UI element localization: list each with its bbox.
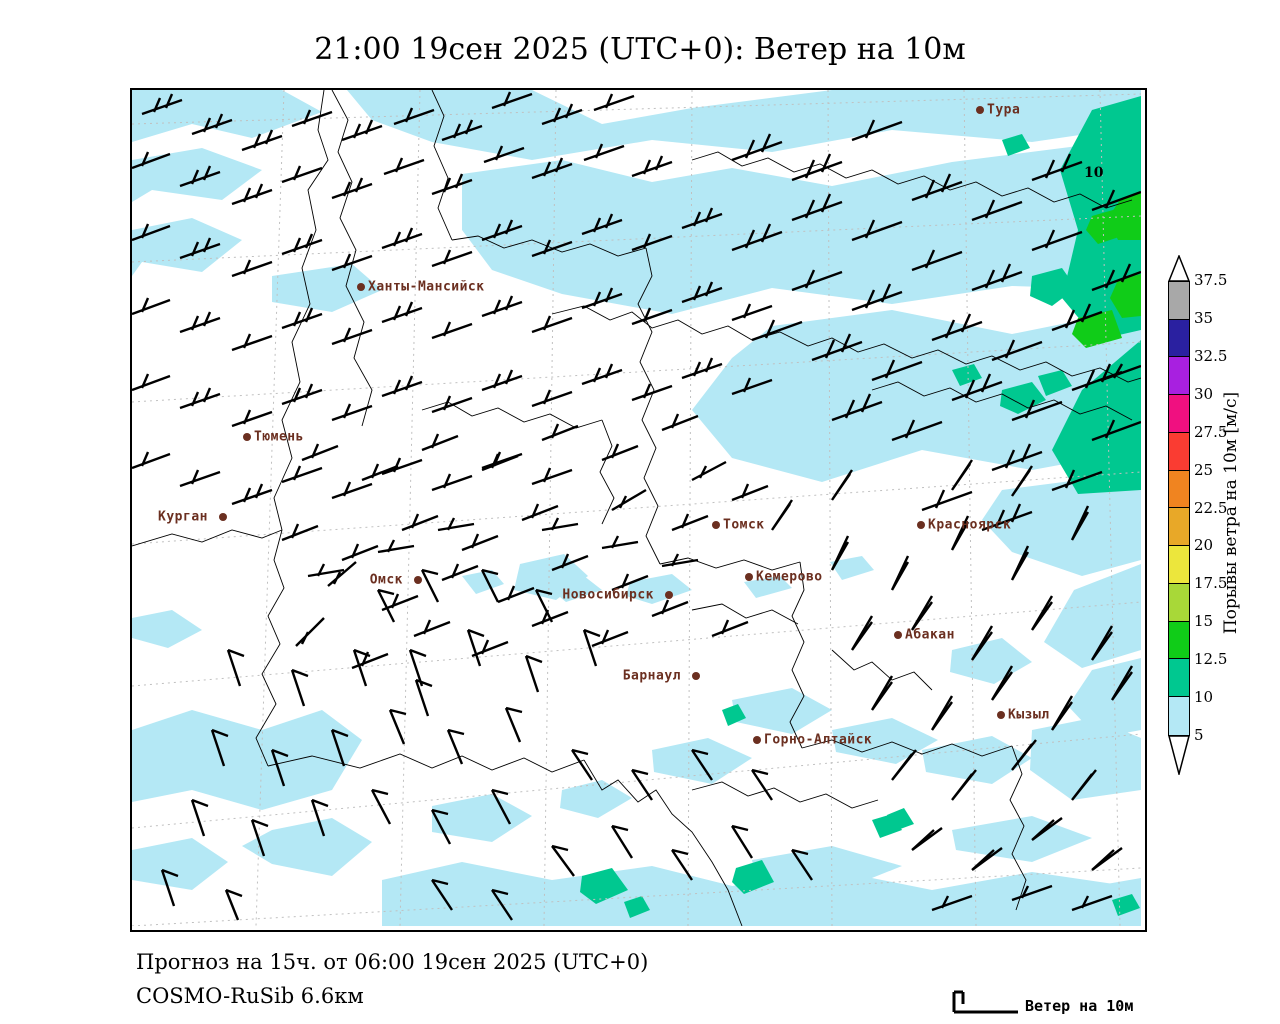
colorbar-tick-label: 35 bbox=[1194, 309, 1214, 328]
colorbar-segment bbox=[1169, 697, 1189, 735]
colorbar-segment bbox=[1169, 432, 1189, 471]
colorbar-tick-label: 10 bbox=[1194, 688, 1214, 707]
colorbar-tick-label: 22.5 bbox=[1194, 498, 1228, 517]
city-label: Курган bbox=[158, 509, 208, 525]
colorbar-segment bbox=[1169, 508, 1189, 547]
colorbar-tick-label: 5 bbox=[1194, 726, 1204, 745]
city-label: Тюмень bbox=[254, 429, 304, 445]
forecast-info-line: Прогноз на 15ч. от 06:00 19сен 2025 (UTC… bbox=[136, 950, 649, 974]
city-label: Кызыл bbox=[1008, 707, 1050, 723]
colorbar-segment bbox=[1169, 621, 1189, 660]
city-label: Омск bbox=[369, 572, 403, 588]
colorbar-segment bbox=[1169, 583, 1189, 622]
colorbar-tick-label: 17.5 bbox=[1194, 574, 1228, 593]
city-label: Красноярск bbox=[928, 517, 1012, 533]
map-canvas bbox=[132, 90, 1141, 926]
colorbar-tick-label: 30 bbox=[1194, 384, 1214, 403]
colorbar-tick-label: 25 bbox=[1194, 460, 1214, 479]
city-dot-icon bbox=[712, 521, 720, 529]
colorbar-tick-label: 37.5 bbox=[1194, 271, 1228, 290]
wind-barbs bbox=[132, 91, 1141, 921]
city-dot-icon bbox=[665, 591, 673, 599]
contour-label: 10 bbox=[1084, 165, 1104, 181]
colorbar-tick-label: 15 bbox=[1194, 612, 1214, 631]
city-dot-icon bbox=[219, 513, 227, 521]
map-borders bbox=[132, 90, 1141, 926]
city-dot-icon bbox=[894, 631, 902, 639]
colorbar-bands bbox=[1168, 281, 1190, 736]
colorbar-segment bbox=[1169, 282, 1189, 320]
city-label: Ханты-Мансийск bbox=[368, 279, 485, 295]
colorbar[interactable]: 37.5 35 32.5 30 27.5 25 22.5 20 17.5 15 12.5 10 5 По… bbox=[1168, 255, 1280, 785]
city-dot-icon bbox=[243, 433, 251, 441]
colorbar-segment bbox=[1169, 546, 1189, 584]
city-dot-icon bbox=[753, 736, 761, 744]
city-dot-icon bbox=[997, 711, 1005, 719]
wind-barb-legend-label: Ветер на 10м bbox=[1025, 997, 1134, 1015]
city-dot-icon bbox=[976, 106, 984, 114]
city-label: Горно-Алтайск bbox=[764, 732, 873, 748]
city-dot-icon bbox=[357, 283, 365, 291]
city-dot-icon bbox=[917, 521, 925, 529]
city-dot-icon bbox=[414, 576, 422, 584]
colorbar-title: Порывы ветра на 10м [м/с] bbox=[1221, 391, 1241, 635]
colorbar-segment bbox=[1169, 659, 1189, 698]
colorbar-segment bbox=[1169, 319, 1189, 358]
colorbar-tick-label: 32.5 bbox=[1194, 346, 1228, 365]
city-dot-icon bbox=[745, 573, 753, 581]
colorbar-bottom-arrow bbox=[1168, 735, 1190, 775]
page-title: 21:00 19сен 2025 (UTC+0): Ветер на 10м bbox=[314, 32, 966, 67]
colorbar-tick-label: 12.5 bbox=[1194, 650, 1228, 669]
weather-map[interactable]: Тура Ханты-Мансийск Тюмень Курган Омск Томск К… bbox=[130, 88, 1147, 932]
colorbar-top-arrow bbox=[1168, 255, 1190, 282]
gust-band-5-10 bbox=[132, 90, 1141, 926]
city-label: Кемерово bbox=[756, 569, 823, 585]
city-label: Барнаул bbox=[622, 668, 681, 684]
colorbar-segment bbox=[1169, 470, 1189, 509]
colorbar-tick-label: 20 bbox=[1194, 536, 1214, 555]
colorbar-tick-label: 27.5 bbox=[1194, 422, 1228, 441]
model-name-line: COSMO-RuSib 6.6км bbox=[136, 984, 364, 1008]
wind-barb-legend-icon bbox=[952, 990, 1018, 1014]
city-label: Абакан bbox=[905, 627, 955, 643]
city-label: Тура bbox=[987, 102, 1021, 118]
colorbar-segment bbox=[1169, 357, 1189, 396]
colorbar-segment bbox=[1169, 395, 1189, 433]
city-label: Томск bbox=[723, 517, 765, 533]
city-label: Новосибирск bbox=[562, 587, 654, 603]
city-dot-icon bbox=[692, 672, 700, 680]
